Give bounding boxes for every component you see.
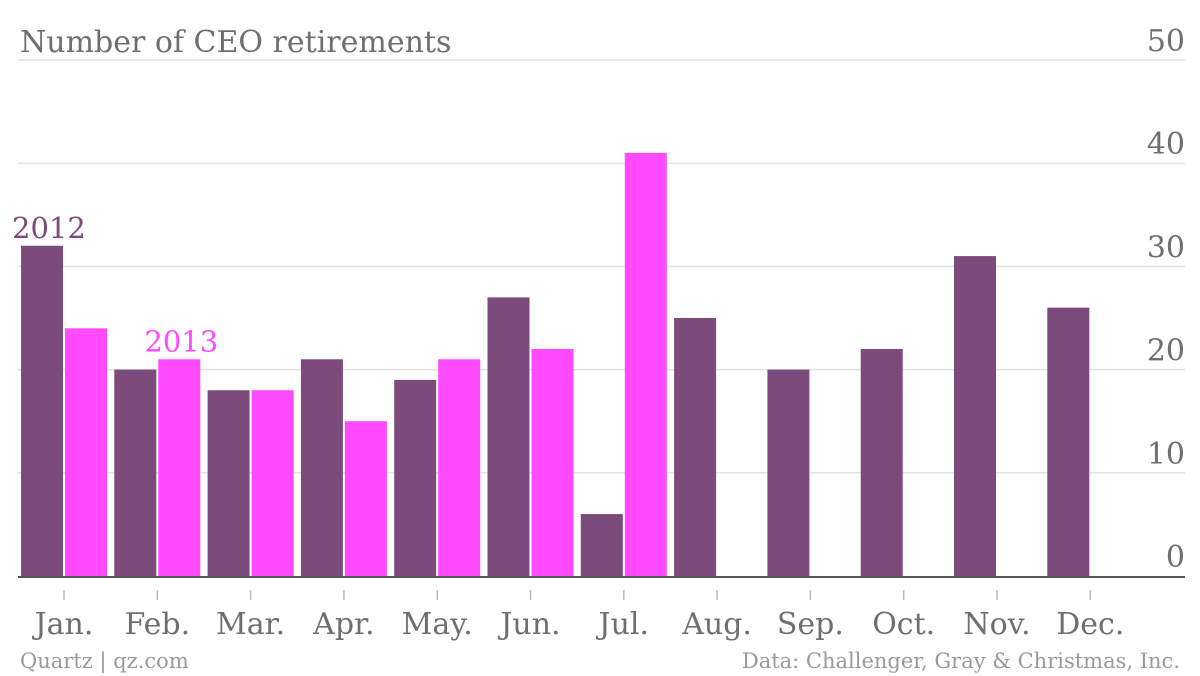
bar-2012-7 xyxy=(674,318,717,576)
y-axis-ticks: 0 10 20 30 40 50 xyxy=(1147,24,1185,575)
bar-2012-10 xyxy=(954,256,996,576)
x-tick-label: Apr. xyxy=(312,607,374,642)
bar-2012-0 xyxy=(21,245,63,576)
x-axis-ticks: Jan. Feb. Mar. Apr. May. Jun. Jul. Aug. Sep. Oct.… xyxy=(32,590,1124,642)
x-tick-label: Jul. xyxy=(596,607,649,642)
x-tick-label: Jan. xyxy=(32,607,94,642)
bar-2012-2 xyxy=(207,390,250,576)
bar-2013-0 xyxy=(65,328,107,576)
bar-2013-6 xyxy=(624,152,667,576)
x-tick-label: Dec. xyxy=(1056,607,1124,642)
y-tick-label: 40 xyxy=(1147,127,1185,162)
x-tick-label: Sep. xyxy=(777,607,844,642)
x-tick-label: Jun. xyxy=(497,607,560,642)
x-tick-label: May. xyxy=(402,607,473,642)
bar-2012-6 xyxy=(580,514,623,576)
bar-2013-5 xyxy=(531,348,574,576)
bar-2013-1 xyxy=(158,359,201,576)
bar-2012-1 xyxy=(114,369,157,576)
bar-2012-9 xyxy=(860,348,903,576)
x-tick-label: Feb. xyxy=(124,607,190,642)
x-tick-label: Oct. xyxy=(872,607,935,642)
data-source: Data: Challenger, Gray & Christmas, Inc. xyxy=(742,649,1180,673)
series-labels: 2012 2013 xyxy=(12,211,218,359)
bars xyxy=(21,152,1090,576)
y-tick-label: 10 xyxy=(1147,437,1185,472)
series-label-2012: 2012 xyxy=(12,211,86,245)
series-label-2013: 2013 xyxy=(144,324,218,358)
x-tick-label: Aug. xyxy=(681,607,752,642)
y-tick-label: 50 xyxy=(1147,24,1185,59)
bar-2012-4 xyxy=(394,379,437,576)
bar-2012-3 xyxy=(300,359,343,576)
bar-2013-2 xyxy=(251,390,294,576)
bar-2012-8 xyxy=(767,369,810,576)
bar-2013-3 xyxy=(344,421,387,576)
y-tick-label: 20 xyxy=(1147,334,1185,369)
bar-2012-11 xyxy=(1047,307,1090,576)
y-tick-label: 30 xyxy=(1147,230,1185,265)
x-tick-label: Mar. xyxy=(216,607,285,642)
y-tick-label: 0 xyxy=(1166,540,1185,575)
bar-2012-5 xyxy=(487,297,530,576)
source-credit: Quartz | qz.com xyxy=(20,649,189,674)
bar-2013-4 xyxy=(438,359,481,576)
chart-title: Number of CEO retirements xyxy=(20,25,451,60)
x-tick-label: Nov. xyxy=(963,607,1030,642)
